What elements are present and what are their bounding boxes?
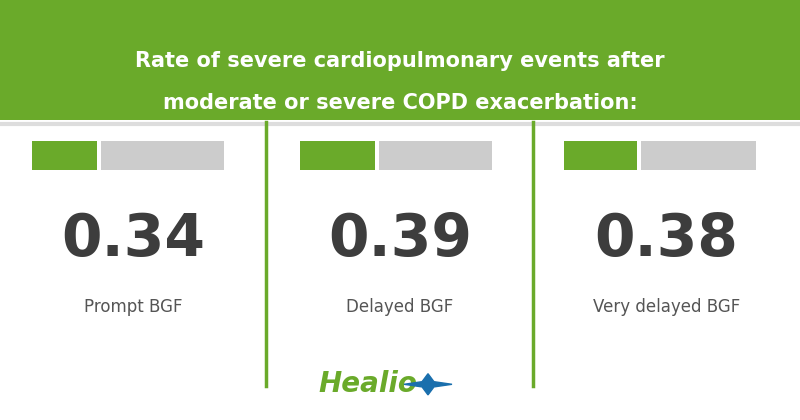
Text: 0.34: 0.34 [62,211,206,268]
Text: 0.38: 0.38 [594,211,738,268]
Text: Healio: Healio [318,370,418,398]
Text: 0.39: 0.39 [328,211,472,268]
Bar [0,0,800,120]
Text: Delayed BGF: Delayed BGF [346,298,454,315]
Text: Prompt BGF: Prompt BGF [84,298,182,315]
Bar [102,141,224,170]
Bar [32,141,98,170]
Polygon shape [404,374,452,395]
Bar [564,141,637,170]
Bar [300,141,375,170]
Text: moderate or severe COPD exacerbation:: moderate or severe COPD exacerbation: [162,93,638,113]
Text: Very delayed BGF: Very delayed BGF [593,298,740,315]
Bar [379,141,492,170]
Bar [641,141,756,170]
Text: Rate of severe cardiopulmonary events after: Rate of severe cardiopulmonary events af… [135,51,665,71]
